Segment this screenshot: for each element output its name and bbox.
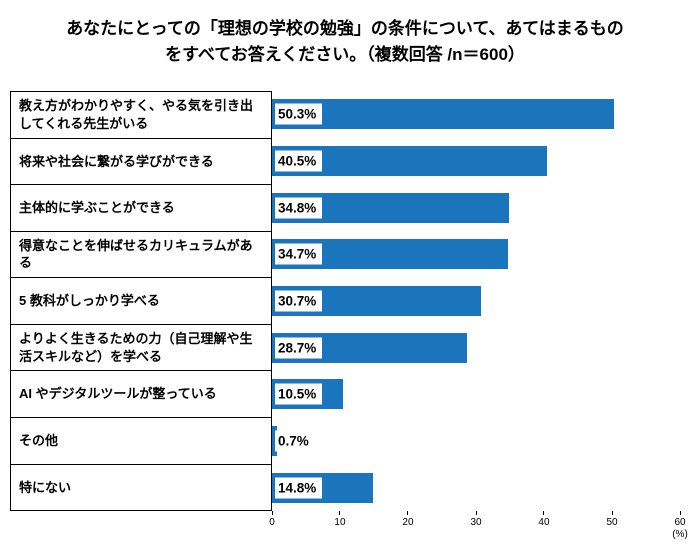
bar-value-label: 10.5% [275, 383, 323, 405]
bar-value-label: 40.5% [275, 150, 323, 172]
bar-row: 30.7% [272, 278, 680, 325]
bar-value-label: 34.8% [275, 197, 323, 219]
bar-row: 10.5% [272, 371, 680, 418]
category-label: 将来や社会に繋がる学びができる [11, 139, 271, 186]
x-tick-label: 50 [606, 517, 618, 528]
bar [272, 426, 277, 457]
chart-title-line1: あなたにとっての「理想の学校の勉強」の条件について、あてはまるもの [66, 19, 624, 38]
chart-title-line2: をすべてお答えください。（複数回答 /n＝600） [165, 44, 525, 64]
x-tick-label: 60 [674, 517, 686, 528]
x-tick-label: 40 [538, 517, 550, 528]
category-label: 主体的に学ぶことができる [11, 185, 271, 232]
x-tick: 60 (%) [662, 511, 698, 540]
bar-row: 28.7% [272, 324, 680, 371]
x-tick: 10 [322, 511, 358, 528]
x-axis-spacer [10, 511, 272, 545]
x-axis-row: 0 10 20 30 40 50 60 (%) [10, 511, 688, 545]
x-tick: 30 [458, 511, 494, 528]
category-label: 5 教科がしっかり学べる [11, 278, 271, 325]
bar-row: 40.5% [272, 138, 680, 185]
category-label: 教え方がわかりやすく、やる気を引き出してくれる先生がいる [11, 92, 271, 139]
x-tick-mark [611, 511, 613, 515]
x-tick: 40 [526, 511, 562, 528]
x-tick-label: 30 [470, 517, 482, 528]
x-tick-mark [475, 511, 477, 515]
bar-row: 34.7% [272, 231, 680, 278]
x-tick-mark [271, 511, 273, 515]
category-label: よりよく生きるための力（自己理解や生活スキルなど）を学べる [11, 325, 271, 372]
x-tick: 50 [594, 511, 630, 528]
bar-row: 0.7% [272, 418, 680, 465]
chart-title: あなたにとっての「理想の学校の勉強」の条件について、あてはまるもの をすべてお答… [20, 16, 670, 67]
category-label: AI やデジタルツールが整っている [11, 371, 271, 418]
x-tick-mark [407, 511, 409, 515]
category-label: 得意なことを伸ばせるカリキュラムがある [11, 232, 271, 279]
x-tick-mark [339, 511, 341, 515]
bar-row: 34.8% [272, 184, 680, 231]
bar-row: 14.8% [272, 464, 680, 511]
x-tick-label: 10 [334, 517, 346, 528]
bar-row: 50.3% [272, 91, 680, 138]
bar-value-label: 50.3% [275, 103, 323, 125]
x-tick-mark [543, 511, 545, 515]
category-label: 特にない [19, 479, 72, 495]
bar [272, 99, 615, 130]
x-axis-unit: (%) [672, 529, 688, 540]
x-tick-label: 0 [269, 517, 275, 528]
bar-value-label: 34.7% [275, 243, 323, 265]
bar-value-label: 14.8% [275, 477, 323, 499]
x-axis: 0 10 20 30 40 50 60 (%) [269, 511, 688, 545]
category-label: その他 [11, 418, 271, 465]
x-tick-label: 20 [402, 517, 414, 528]
bar-value-label: 28.7% [275, 337, 323, 359]
x-tick-mark [679, 511, 681, 515]
x-tick: 0 [254, 511, 290, 528]
bar-value-label: 0.7% [275, 430, 315, 452]
plot-area: 50.3% 40.5% 34.8% 34.7% 30.7% 28.7% 10.5% 0.7% 1… [272, 91, 680, 511]
category-column: 教え方がわかりやすく、やる気を引き出してくれる先生がいる 将来や社会に繋がる学びが… [10, 91, 272, 511]
bar-chart: 教え方がわかりやすく、やる気を引き出してくれる先生がいる 将来や社会に繋がる学びが… [10, 91, 680, 511]
x-tick: 20 [390, 511, 426, 528]
bar-value-label: 30.7% [275, 290, 323, 312]
